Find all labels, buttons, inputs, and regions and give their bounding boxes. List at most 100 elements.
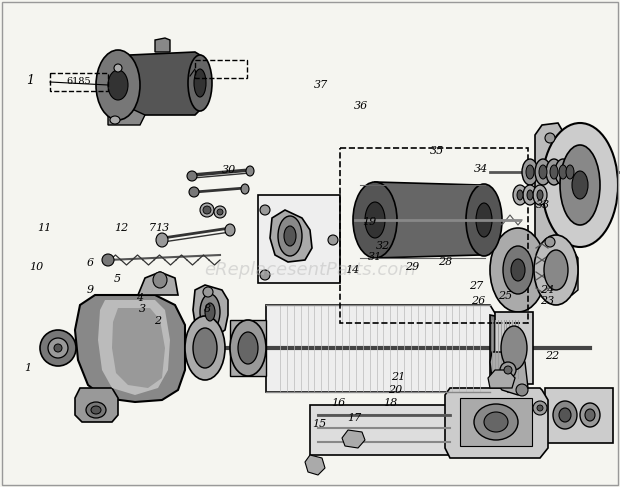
Ellipse shape xyxy=(200,294,220,330)
Ellipse shape xyxy=(476,203,492,237)
Text: 4: 4 xyxy=(136,293,143,303)
Text: 25: 25 xyxy=(498,291,512,301)
Polygon shape xyxy=(75,295,185,402)
Ellipse shape xyxy=(537,405,543,411)
Ellipse shape xyxy=(553,401,577,429)
Text: 34: 34 xyxy=(474,165,487,174)
Text: 28: 28 xyxy=(438,257,452,267)
Polygon shape xyxy=(138,272,178,295)
Text: 6185: 6185 xyxy=(67,77,91,87)
Ellipse shape xyxy=(200,203,214,217)
Ellipse shape xyxy=(527,190,533,200)
Ellipse shape xyxy=(537,190,543,200)
Ellipse shape xyxy=(572,171,588,199)
Polygon shape xyxy=(490,352,528,395)
Ellipse shape xyxy=(517,190,523,200)
Ellipse shape xyxy=(189,187,199,197)
Text: 24: 24 xyxy=(540,285,554,295)
Ellipse shape xyxy=(545,133,555,143)
Bar xyxy=(195,60,247,78)
Ellipse shape xyxy=(203,287,213,297)
Ellipse shape xyxy=(284,226,296,246)
Ellipse shape xyxy=(474,404,518,440)
Text: 23: 23 xyxy=(540,296,554,306)
Polygon shape xyxy=(490,315,520,382)
Ellipse shape xyxy=(328,235,338,245)
Ellipse shape xyxy=(114,64,122,72)
Polygon shape xyxy=(552,252,578,295)
Text: 11: 11 xyxy=(38,223,51,233)
Ellipse shape xyxy=(555,159,571,185)
Text: 14: 14 xyxy=(345,265,359,275)
Ellipse shape xyxy=(217,209,223,215)
Ellipse shape xyxy=(230,320,266,376)
Ellipse shape xyxy=(566,165,574,179)
Text: 36: 36 xyxy=(354,101,368,111)
Ellipse shape xyxy=(585,409,595,421)
Ellipse shape xyxy=(542,123,618,247)
Ellipse shape xyxy=(533,401,547,415)
Text: 29: 29 xyxy=(405,262,419,272)
Ellipse shape xyxy=(48,338,68,358)
Ellipse shape xyxy=(511,259,525,281)
Bar xyxy=(460,398,532,446)
Text: 31: 31 xyxy=(368,252,382,262)
Ellipse shape xyxy=(533,185,547,205)
Ellipse shape xyxy=(110,116,120,124)
Ellipse shape xyxy=(108,70,128,100)
Text: 8: 8 xyxy=(204,304,211,314)
Text: 12: 12 xyxy=(114,223,128,233)
Bar xyxy=(545,388,613,443)
Ellipse shape xyxy=(238,332,258,364)
Ellipse shape xyxy=(203,206,211,214)
Text: 15: 15 xyxy=(312,419,326,429)
Ellipse shape xyxy=(535,159,551,185)
Ellipse shape xyxy=(466,184,502,256)
Ellipse shape xyxy=(539,165,547,179)
Text: 6: 6 xyxy=(86,258,94,268)
Polygon shape xyxy=(270,210,312,262)
Polygon shape xyxy=(305,455,325,475)
Polygon shape xyxy=(342,430,365,448)
Text: 1: 1 xyxy=(24,363,32,373)
Bar xyxy=(495,312,533,384)
Ellipse shape xyxy=(559,165,567,179)
Ellipse shape xyxy=(365,202,385,238)
Polygon shape xyxy=(155,38,170,52)
Ellipse shape xyxy=(484,412,508,432)
Text: 21: 21 xyxy=(391,373,405,382)
Text: 5: 5 xyxy=(114,274,122,283)
Text: 13: 13 xyxy=(156,223,169,233)
Bar xyxy=(340,148,528,323)
Ellipse shape xyxy=(503,246,533,294)
Polygon shape xyxy=(75,388,118,422)
Ellipse shape xyxy=(193,328,217,368)
Ellipse shape xyxy=(513,185,527,205)
Ellipse shape xyxy=(54,344,62,352)
Ellipse shape xyxy=(516,384,528,396)
Text: 20: 20 xyxy=(389,385,402,394)
Ellipse shape xyxy=(545,237,555,247)
Ellipse shape xyxy=(194,69,206,97)
Polygon shape xyxy=(98,300,170,395)
Ellipse shape xyxy=(562,159,578,185)
Text: 32: 32 xyxy=(376,241,390,251)
Ellipse shape xyxy=(500,362,516,378)
Bar xyxy=(310,405,458,455)
Text: 17: 17 xyxy=(348,413,361,423)
Ellipse shape xyxy=(534,235,578,305)
Ellipse shape xyxy=(526,165,534,179)
Ellipse shape xyxy=(278,216,302,256)
Text: 26: 26 xyxy=(472,296,485,306)
Polygon shape xyxy=(488,370,515,388)
Polygon shape xyxy=(130,52,202,115)
Text: 10: 10 xyxy=(29,262,43,272)
Text: 7: 7 xyxy=(148,223,156,233)
Bar xyxy=(230,320,266,376)
Text: 19: 19 xyxy=(362,217,376,226)
Text: 1: 1 xyxy=(26,74,34,87)
Ellipse shape xyxy=(40,330,76,366)
Ellipse shape xyxy=(96,50,140,120)
Ellipse shape xyxy=(501,326,527,370)
Polygon shape xyxy=(112,308,165,388)
